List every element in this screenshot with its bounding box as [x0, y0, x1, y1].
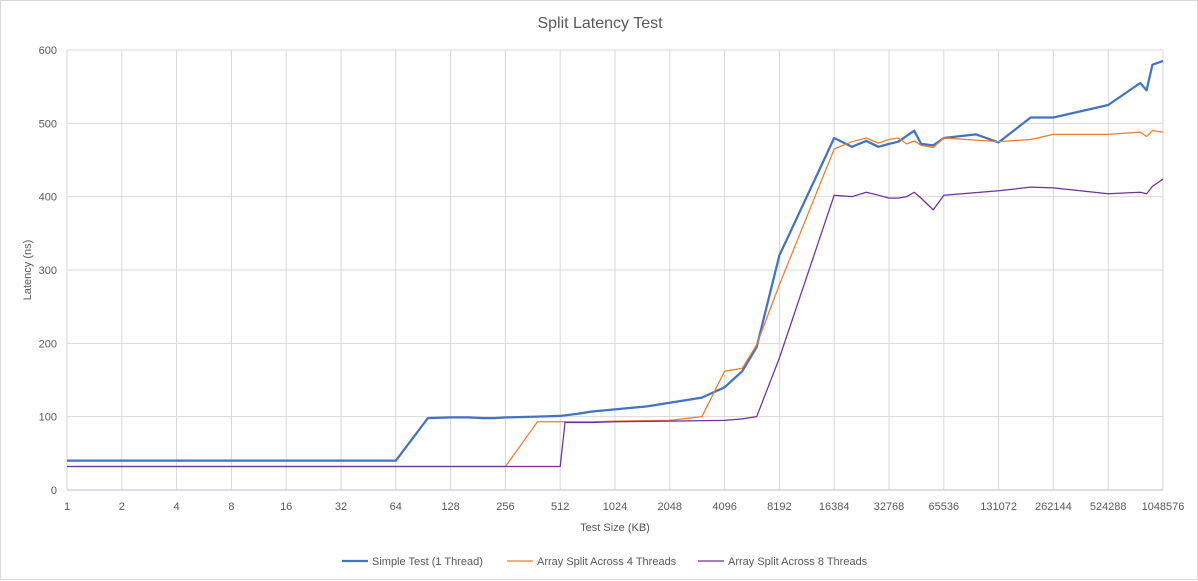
- x-tick-label: 512: [551, 501, 569, 513]
- x-tick-label: 16: [280, 501, 292, 513]
- gridlines: [66, 49, 1164, 491]
- x-axis-ticks: 1 2 4 8 16 32 64 128 256 512 1024 2048 4096 8192 16384…: [64, 501, 1184, 513]
- x-tick-label: 16384: [819, 501, 850, 513]
- y-tick-label: 300: [39, 265, 57, 277]
- y-tick-label: 100: [39, 412, 57, 424]
- legend-label-1: Simple Test (1 Thread): [372, 556, 483, 568]
- y-tick-label: 0: [51, 485, 57, 497]
- x-tick-label: 8: [228, 501, 234, 513]
- y-tick-label: 500: [39, 118, 57, 130]
- x-tick-label: 524288: [1090, 501, 1127, 513]
- x-tick-label: 8192: [767, 501, 791, 513]
- legend: Simple Test (1 Thread) Array Split Across…: [342, 556, 868, 568]
- x-tick-label: 1: [64, 501, 70, 513]
- x-axis-title: Test Size (KB): [580, 522, 650, 534]
- x-tick-label: 131072: [980, 501, 1017, 513]
- y-tick-label: 600: [39, 45, 57, 57]
- x-tick-label: 32768: [874, 501, 905, 513]
- x-tick-label: 128: [441, 501, 459, 513]
- x-tick-label: 32: [335, 501, 347, 513]
- legend-label-3: Array Split Across 8 Threads: [728, 556, 868, 568]
- x-tick-label: 256: [496, 501, 514, 513]
- legend-label-2: Array Split Across 4 Threads: [537, 556, 677, 568]
- chart-title: Split Latency Test: [537, 15, 663, 32]
- x-tick-label: 4096: [712, 501, 736, 513]
- y-axis-title: Latency (ns): [22, 240, 34, 301]
- series-line-3: [67, 178, 1164, 468]
- x-tick-label: 65536: [929, 501, 960, 513]
- y-tick-label: 200: [39, 338, 57, 350]
- series-lines: [67, 59, 1164, 468]
- y-axis-ticks: 0 100 200 300 400 500 600: [39, 45, 57, 497]
- x-tick-label: 64: [390, 501, 402, 513]
- x-tick-label: 1048576: [1142, 501, 1185, 513]
- x-tick-label: 2: [119, 501, 125, 513]
- x-tick-label: 1024: [603, 501, 627, 513]
- x-tick-label: 2048: [658, 501, 682, 513]
- x-tick-label: 262144: [1035, 501, 1072, 513]
- x-tick-label: 4: [174, 501, 180, 513]
- y-tick-label: 400: [39, 192, 57, 204]
